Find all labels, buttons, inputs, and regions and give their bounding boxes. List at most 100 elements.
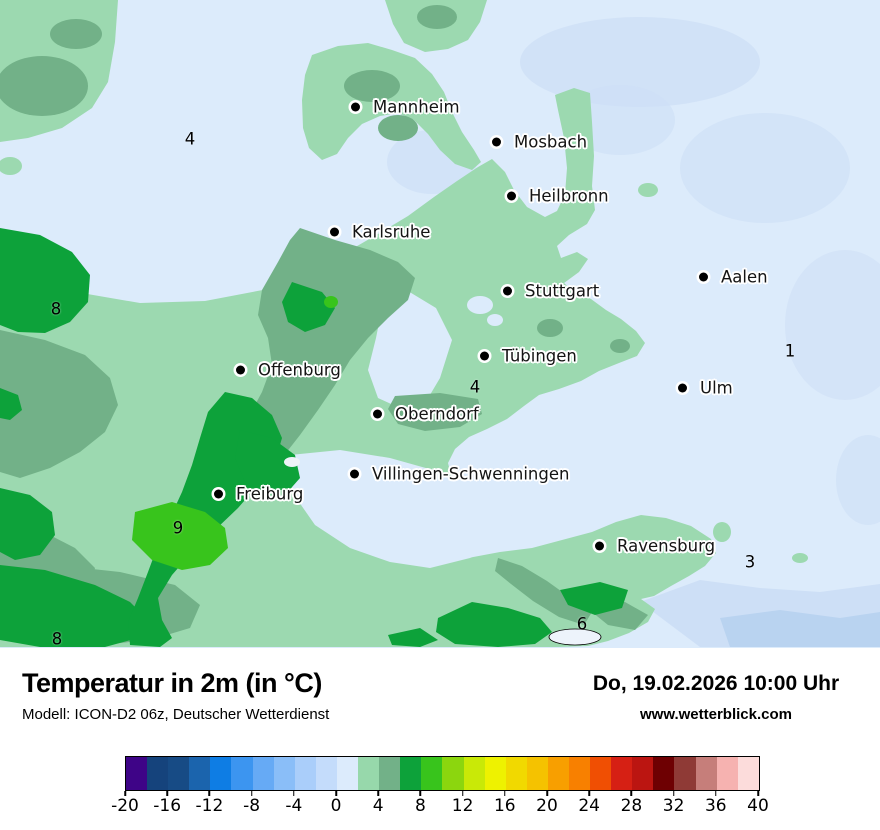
city-marker: Ulm [678, 378, 733, 398]
legend-tick-value: 20 [536, 796, 558, 816]
legend-color-cell [526, 757, 548, 790]
legend-color-cell [547, 757, 569, 790]
legend-tick-mark [293, 790, 295, 796]
legend-color-bar [125, 756, 760, 791]
legend-color-cell [505, 757, 527, 790]
legend-tick-value: 36 [704, 796, 727, 816]
map-layer-green-6-8 [0, 228, 628, 647]
city-dot-icon [492, 137, 501, 147]
legend-tick-mark [208, 790, 211, 796]
city-marker: Mannheim [351, 97, 460, 117]
city-marker: Tübingen [480, 346, 577, 366]
city-label: Tübingen [502, 346, 577, 366]
forecast-datetime: Do, 19.02.2026 10:00 Uhr [592, 672, 840, 695]
city-dot-icon [236, 365, 245, 375]
legend-color-cell [315, 757, 337, 790]
legend-color-cell [421, 757, 443, 790]
legend-color-cell [231, 757, 253, 790]
city-dot-icon [350, 469, 359, 479]
city-marker: Ravensburg [595, 536, 716, 556]
legend-color-cell [147, 757, 169, 790]
legend-color-cell [336, 757, 359, 790]
legend-tick-value: 8 [414, 796, 426, 816]
legend-tick-mark [588, 790, 590, 796]
legend-color-cell [400, 757, 422, 790]
legend-tick-value: 32 [662, 796, 685, 816]
legend-color-cell [126, 757, 148, 790]
map-layer-cool-patches [387, 17, 880, 647]
legend-tick-mark [250, 790, 253, 796]
city-label: Heilbronn [529, 186, 609, 206]
city-dot-icon [507, 191, 516, 201]
legend-tick-mark [166, 790, 168, 796]
legend-color-cell [442, 757, 464, 790]
city-dot-icon [351, 102, 360, 112]
legend-color-cell [463, 757, 485, 790]
legend-color-cell [653, 757, 675, 790]
city-marker: Mosbach [492, 133, 587, 152]
legend-tick-value: -12 [195, 796, 224, 816]
legend-color-cell [168, 757, 190, 790]
legend-color-cell [632, 757, 654, 790]
city-marker: Heilbronn [507, 186, 609, 206]
city-label: Karlsruhe [352, 222, 431, 242]
region-temperature-value: 9 [172, 518, 184, 538]
city-marker: Freiburg [214, 485, 303, 504]
map-layer-green-8-10 [132, 296, 338, 570]
temperature-legend: -20 -16 -12 -8 -4 0 4 8 12 16 20 24 28 32 36 40 [0, 753, 880, 823]
legend-tick-value: 28 [620, 796, 643, 816]
legend-tick-mark [757, 790, 759, 796]
model-info: Modell: ICON-D2 06z, Deutscher Wetterdie… [22, 706, 330, 723]
legend-color-cell [189, 757, 211, 790]
legend-color-cell [568, 757, 591, 790]
legend-tick-value: 16 [493, 796, 516, 816]
legend-tick-value: -4 [285, 796, 303, 816]
legend-tick-value: -8 [243, 796, 261, 816]
city-label: Oberndorf [395, 404, 479, 424]
legend-color-cell [611, 757, 633, 790]
city-marker: Offenburg [236, 361, 341, 380]
legend-tick-value: 40 [747, 796, 769, 816]
legend-tick-mark [546, 790, 548, 796]
legend-color-cell [273, 757, 295, 790]
city-dot-icon [214, 489, 223, 499]
legend-tick-value: 12 [451, 796, 474, 816]
city-label: Stuttgart [525, 281, 600, 301]
city-dot-icon [330, 227, 339, 237]
legend-color-cell [674, 757, 696, 790]
city-dot-icon [373, 409, 382, 419]
city-label: Mannheim [373, 97, 460, 117]
page-title: Temperatur in 2m (in °C) [22, 668, 322, 698]
region-temperature-value: 3 [744, 552, 756, 572]
temperature-map-svg [0, 0, 880, 647]
legend-tick-value: -20 [111, 796, 139, 816]
legend-tick-value: 0 [330, 796, 342, 816]
temperature-map: Mannheim Mosbach Heilbronn Karlsruhe Stuttga… [0, 0, 880, 649]
map-footer: Temperatur in 2m (in °C) Modell: ICON-D2… [0, 648, 880, 830]
legend-color-cell [695, 757, 717, 790]
legend-tick-mark [672, 790, 675, 796]
city-marker: Aalen [699, 268, 768, 287]
legend-tick-value: 4 [372, 796, 384, 816]
legend-color-cell [210, 757, 232, 790]
city-label: Ravensburg [617, 536, 716, 556]
city-marker: Villingen-Schwenningen [350, 464, 570, 484]
legend-tick-mark [377, 790, 379, 796]
legend-tick-mark [461, 790, 464, 796]
city-label: Ulm [700, 378, 733, 398]
region-temperature-value: 8 [51, 629, 63, 649]
city-dot-icon [480, 351, 489, 361]
city-label: Villingen-Schwenningen [372, 464, 570, 484]
region-temperature-value: 1 [784, 341, 796, 361]
legend-tick-mark [419, 790, 422, 796]
legend-tick-mark [630, 790, 633, 796]
city-dot-icon [678, 383, 687, 393]
lake-constance [284, 457, 602, 646]
region-temperature-value: 8 [50, 299, 62, 319]
website-url: www.wetterblick.com [640, 706, 792, 723]
legend-color-cell [252, 757, 274, 790]
legend-tick-mark [715, 790, 717, 796]
region-temperature-value: 6 [576, 614, 588, 634]
legend-tick-value: -16 [153, 796, 182, 816]
